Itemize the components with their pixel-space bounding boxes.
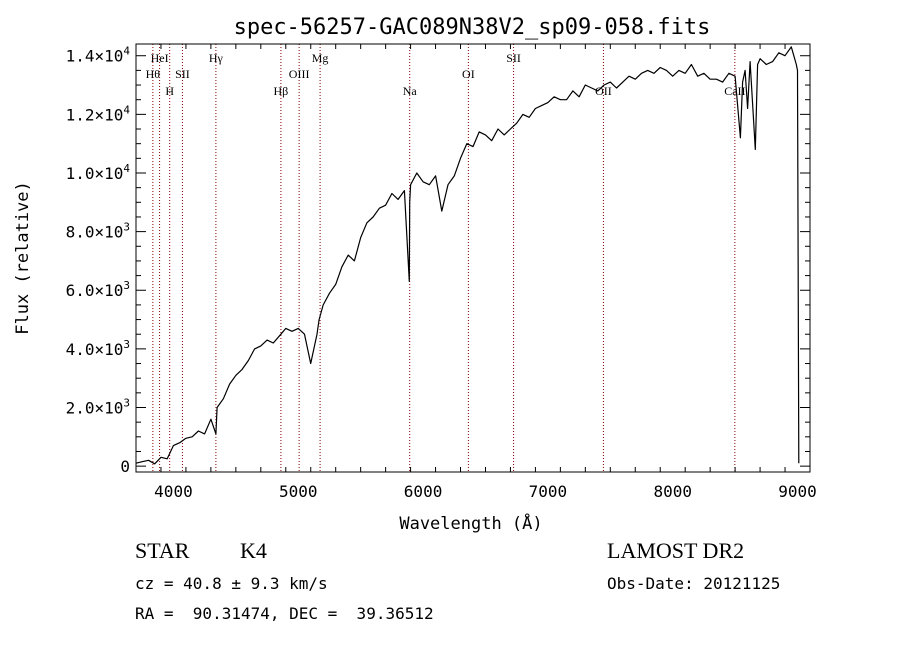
y-tick-label: 1.0×104 [66,162,131,183]
coordinates-text: RA = 90.31474, DEC = 39.36512 [135,604,434,623]
subclass-label: K4 [240,538,267,563]
line-marker-label: Hθ [146,67,161,81]
y-tick-label: 0 [120,457,130,476]
line-marker-label: SII [506,51,521,65]
line-marker-label: Mg [312,51,329,65]
line-marker-label: OIII [289,67,310,81]
y-tick-base: 8.0×10 [66,223,124,242]
spectrum-chart: spec-56257-GAC089N38V2_sp09-058.fits HeI… [13,15,817,534]
line-marker-label: SII [175,67,190,81]
y-tick-exponent: 4 [123,162,130,175]
x-tick-label: 5000 [279,482,318,501]
y-tick-label: 1.2×104 [66,103,131,124]
class-label: STAR [135,538,190,563]
chart-title: spec-56257-GAC089N38V2_sp09-058.fits [234,15,711,40]
y-tick-label: 1.4×104 [66,45,131,66]
y-tick-base: 4.0×10 [66,340,124,359]
obs-date-text: Obs-Date: 20121125 [607,574,781,593]
y-tick-label: 2.0×103 [66,397,130,418]
x-axis: 4000 5000 6000 7000 8000 9000 [135,44,817,501]
x-tick-label: 9000 [778,482,817,501]
survey-label: LAMOST DR2 [607,538,745,563]
y-tick-exponent: 3 [123,279,130,292]
y-tick-base: 0 [120,457,130,476]
y-tick-label: 6.0×103 [66,279,130,300]
line-marker-label: HeI [151,51,169,65]
y-tick-exponent: 3 [123,338,130,351]
line-marker-label: Hβ [274,84,289,98]
line-marker-label: Na [403,84,418,98]
y-tick-exponent: 3 [123,397,130,410]
y-tick-exponent: 4 [123,45,130,58]
y-axis: 02.0×1034.0×1036.0×1038.0×1031.0×1041.2×… [66,45,810,476]
line-marker-label: OII [595,84,612,98]
x-tick-label: 6000 [404,482,443,501]
velocity-text: cz = 40.8 ± 9.3 km/s [135,574,328,593]
y-tick-exponent: 4 [123,103,130,116]
y-tick-label: 4.0×103 [66,338,130,359]
y-tick-exponent: 3 [123,221,130,234]
x-tick-label: 8000 [653,482,692,501]
plot-frame [135,43,811,473]
x-tick-label: 4000 [154,482,193,501]
x-tick-label: 7000 [529,482,568,501]
spectrum-series [135,46,800,465]
y-tick-base: 1.2×10 [66,105,124,124]
y-tick-base: 1.0×10 [66,164,124,183]
line-marker-label: CaII [724,84,745,98]
y-tick-base: 1.4×10 [66,47,124,66]
y-tick-base: 2.0×10 [66,399,124,418]
spectrum-line [135,46,800,465]
line-marker-label: OI [462,67,475,81]
y-tick-label: 8.0×103 [66,221,130,242]
line-marker-label: Hγ [209,51,224,65]
y-tick-base: 6.0×10 [66,281,124,300]
y-axis-label: Flux (relative) [13,181,33,335]
line-marker-label: H [165,84,174,98]
x-axis-label: Wavelength (Å) [399,512,542,534]
